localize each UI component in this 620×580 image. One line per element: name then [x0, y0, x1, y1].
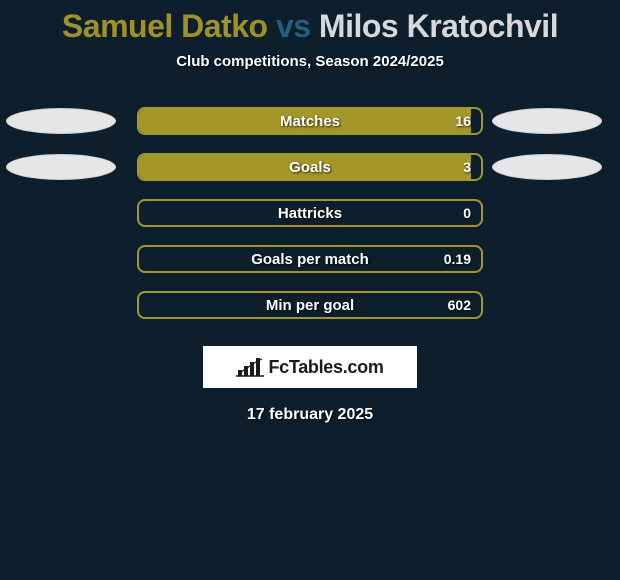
- stat-value: 602: [448, 293, 471, 317]
- stat-value: 0: [463, 201, 471, 225]
- vs-label: vs: [276, 8, 311, 44]
- player2-name: Milos Kratochvil: [319, 8, 558, 44]
- stat-label: Goals per match: [139, 247, 481, 271]
- stat-bar: Hattricks0: [137, 199, 483, 227]
- stat-bar: Goals3: [137, 153, 483, 181]
- player2-marker: [492, 154, 602, 180]
- stat-value: 0.19: [444, 247, 471, 271]
- stat-row: Hattricks0: [0, 190, 620, 236]
- subtitle: Club competitions, Season 2024/2025: [0, 53, 620, 70]
- stat-bar: Matches16: [137, 107, 483, 135]
- player1-name: Samuel Datko: [62, 8, 268, 44]
- player1-marker: [6, 108, 116, 134]
- stat-row: Matches16: [0, 98, 620, 144]
- stat-label: Hattricks: [139, 201, 481, 225]
- stat-bar: Min per goal602: [137, 291, 483, 319]
- stat-row: Goals per match0.19: [0, 236, 620, 282]
- stat-row: Goals3: [0, 144, 620, 190]
- logo-text: FcTables.com: [268, 357, 383, 378]
- date-label: 17 february 2025: [0, 406, 620, 424]
- stat-value: 16: [455, 109, 471, 133]
- stat-label: Min per goal: [139, 293, 481, 317]
- stat-value: 3: [463, 155, 471, 179]
- logo-box: FcTables.com: [203, 346, 417, 388]
- comparison-card: Samuel Datko vs Milos Kratochvil Club co…: [0, 0, 620, 424]
- bar-chart-icon: [236, 356, 264, 378]
- player1-marker: [6, 154, 116, 180]
- stat-label: Goals: [139, 155, 481, 179]
- stat-label: Matches: [139, 109, 481, 133]
- player2-marker: [492, 108, 602, 134]
- stat-row: Min per goal602: [0, 282, 620, 328]
- page-title: Samuel Datko vs Milos Kratochvil: [0, 8, 620, 45]
- stat-rows: Matches16 Goals3 Hattricks0 Goals per match…: [0, 98, 620, 328]
- stat-bar: Goals per match0.19: [137, 245, 483, 273]
